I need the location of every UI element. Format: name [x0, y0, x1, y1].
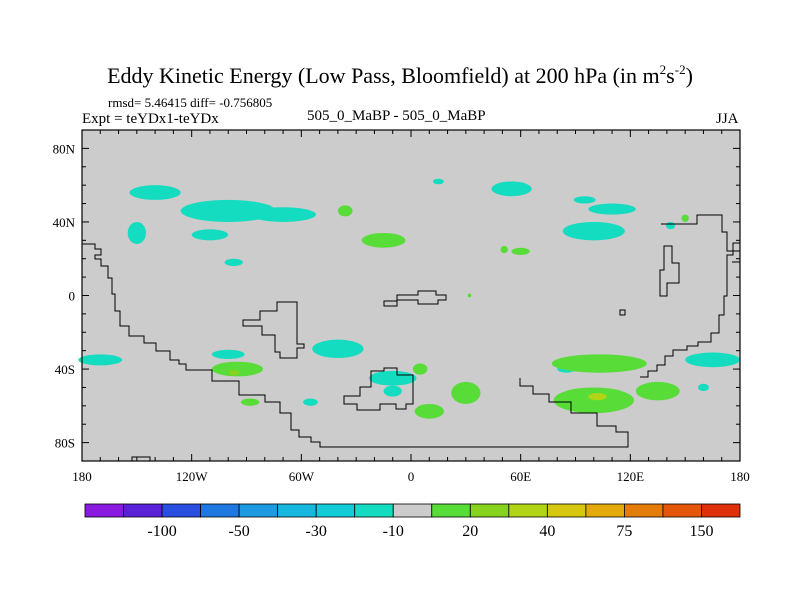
colorbar-label: -50 — [228, 523, 249, 540]
axes: 180 120W 60W 0 60E 120E 180 80N 40N 0 40S 80S — [53, 129, 750, 484]
colorbar-label: 20 — [462, 523, 478, 540]
eke-region — [303, 398, 318, 406]
x-tick-label: 180 — [730, 469, 750, 484]
x-tick-label: 60E — [510, 469, 531, 484]
eke-region — [553, 387, 634, 414]
colorbar-label: -100 — [147, 523, 176, 540]
coastline — [131, 456, 151, 461]
eke-region — [241, 398, 260, 406]
chart-title: Eddy Kinetic Energy (Low Pass, Bloomfiel… — [107, 62, 693, 88]
coastline — [640, 242, 740, 378]
eke-region — [250, 207, 316, 222]
colorbar-swatch — [277, 503, 317, 518]
eke-region — [635, 381, 680, 401]
eke-region — [78, 354, 123, 366]
colorbar-swatch — [508, 503, 548, 518]
stats-label: rmsd= 5.46415 diff= -0.756805 — [108, 95, 273, 110]
eke-region — [337, 205, 353, 217]
colorbar-swatch — [123, 503, 163, 518]
colorbar-swatch — [315, 503, 356, 518]
eke-region — [562, 221, 625, 241]
eke-region — [228, 369, 240, 376]
colorbar-swatch — [200, 503, 240, 518]
experiment-label: Expt = teYDx1-teYDx — [82, 111, 219, 127]
colorbar-swatch — [624, 503, 664, 518]
colorbar-swatch — [662, 503, 702, 518]
eke-region — [368, 370, 417, 386]
colorbar-label: -10 — [383, 523, 404, 540]
colorbar-swatch — [392, 503, 433, 518]
y-tick-label: 40N — [53, 215, 76, 230]
colorbar-swatch — [238, 503, 279, 518]
y-tick-label: 80S — [55, 436, 75, 451]
colorbar-label: 40 — [539, 523, 555, 540]
colorbar-swatch — [84, 503, 124, 518]
x-tick-label: 120E — [617, 469, 645, 484]
eke-region — [191, 229, 229, 241]
coastline — [659, 245, 680, 297]
eke-region — [312, 339, 364, 359]
colorbar-swatch — [354, 503, 394, 518]
colorbar-label: 75 — [616, 523, 632, 540]
eke-region — [588, 203, 636, 215]
coastline — [661, 214, 740, 252]
colorbar-swatch — [161, 503, 201, 518]
colorbar-label: -30 — [306, 523, 327, 540]
y-tick-label: 0 — [69, 289, 76, 304]
eke-region — [383, 385, 402, 397]
colorbar-label: 150 — [689, 523, 713, 540]
colorbar-swatch — [469, 503, 510, 518]
eke-region — [697, 383, 709, 392]
season-label: JJA — [716, 111, 739, 127]
coastline — [82, 243, 629, 448]
colorbar: -100 -50 -30 -10 20 40 75 150 — [84, 503, 741, 540]
eke-region — [361, 232, 406, 248]
colorbar-swatch — [701, 503, 741, 518]
eke-region — [573, 196, 596, 204]
eke-region — [681, 214, 689, 222]
colorbar-swatch — [585, 503, 625, 518]
eke-region — [491, 181, 532, 197]
eke-region — [467, 293, 472, 298]
x-tick-label: 60W — [289, 469, 315, 484]
colorbar-swatch — [431, 503, 471, 518]
coastline — [383, 290, 447, 307]
eke-region — [211, 361, 263, 377]
y-tick-label: 40S — [55, 362, 75, 377]
eke-region — [414, 403, 444, 419]
eke-region — [665, 221, 676, 230]
y-tick-label: 80N — [53, 141, 76, 156]
eke-region — [588, 392, 607, 401]
eke-region — [211, 349, 245, 359]
coastline — [343, 367, 414, 411]
coastline — [619, 309, 626, 316]
x-tick-label: 120W — [176, 469, 209, 484]
colorbar-swatch — [546, 503, 587, 518]
eke-region — [500, 245, 508, 254]
coastlines — [82, 214, 740, 461]
eke-region — [432, 178, 444, 185]
coastline — [242, 301, 305, 359]
subtitle: 505_0_MaBP - 505_0_MaBP — [307, 108, 486, 124]
x-tick-label: 180 — [72, 469, 92, 484]
eke-region — [412, 363, 428, 375]
eke-region — [451, 381, 481, 404]
eke-region — [224, 258, 243, 267]
eke-region — [685, 352, 740, 368]
eke-region — [551, 354, 647, 373]
x-tick-label: 0 — [408, 469, 415, 484]
eke-region — [511, 247, 530, 256]
eke-region — [129, 185, 181, 200]
eke-region — [127, 221, 146, 245]
